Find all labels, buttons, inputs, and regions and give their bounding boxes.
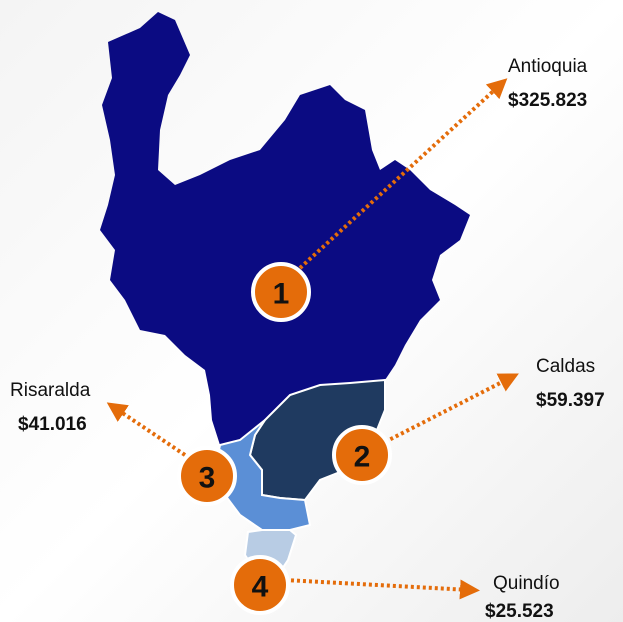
region-value: $25.523 (485, 601, 554, 622)
badge (177, 446, 237, 506)
badge (251, 262, 311, 322)
region-name: Caldas (536, 356, 595, 377)
region-value: $59.397 (536, 390, 605, 411)
antioquia-shape (100, 12, 470, 445)
region-name: Antioquia (508, 56, 588, 77)
badge (230, 555, 290, 615)
region-value: $325.823 (508, 90, 587, 111)
arrow (284, 578, 480, 600)
rank: 3 (199, 462, 216, 495)
region-name: Quindío (493, 573, 560, 594)
region-value: $41.016 (18, 414, 87, 435)
badge (332, 425, 392, 485)
rank: 2 (354, 441, 371, 474)
rank: 1 (273, 278, 290, 311)
risaralda-shape (213, 419, 312, 531)
region-name: Risaralda (10, 380, 91, 401)
rank: 4 (252, 571, 269, 604)
arrow (106, 402, 187, 457)
